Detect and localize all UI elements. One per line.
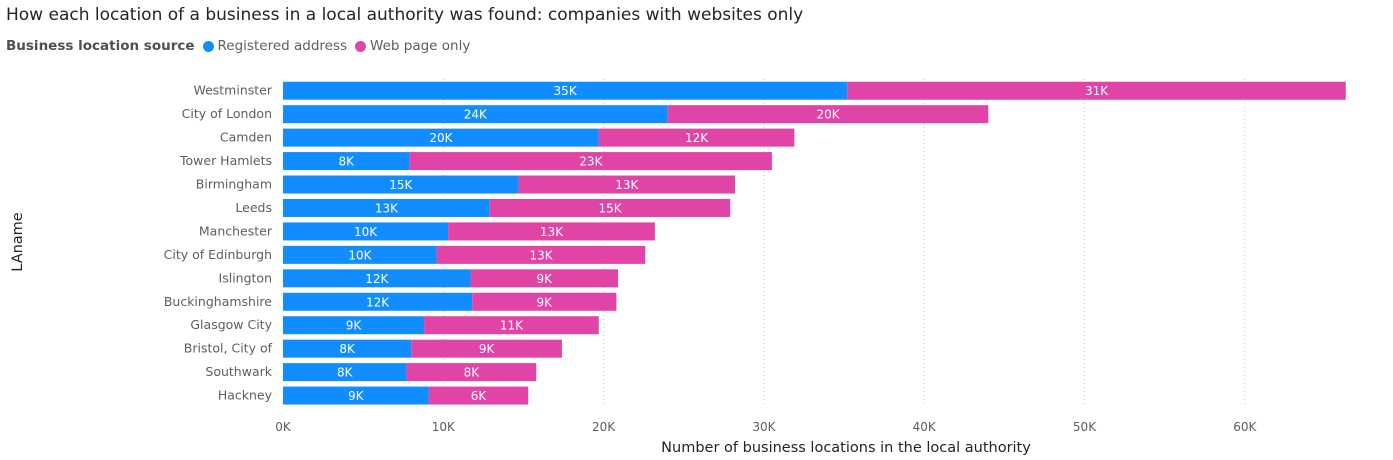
x-tick-label: 40K xyxy=(913,420,937,434)
data-label: 31K xyxy=(1085,84,1109,98)
bar-segment[interactable] xyxy=(667,105,989,124)
category-label: Tower Hamlets xyxy=(179,153,272,168)
data-label: 13K xyxy=(375,201,399,215)
data-label: 12K xyxy=(365,272,389,286)
bar-segment[interactable] xyxy=(409,152,772,171)
bar-segment[interactable] xyxy=(283,81,848,100)
bar-segment[interactable] xyxy=(283,363,407,382)
category-label: Westminster xyxy=(193,83,272,98)
bar-segment[interactable] xyxy=(283,198,490,217)
x-axis-title: Number of business locations in the loca… xyxy=(661,440,1031,456)
data-label: 6K xyxy=(471,389,488,403)
data-label: 23K xyxy=(579,155,603,169)
data-label: 9K xyxy=(346,319,363,333)
data-label: 10K xyxy=(354,225,378,239)
legend-item-web-page-only[interactable]: Web page only xyxy=(355,38,470,54)
bar-segment[interactable] xyxy=(283,222,449,241)
x-tick-label: 0K xyxy=(275,420,292,434)
data-label: 8K xyxy=(339,342,356,356)
bars: 35K 31K 24K 20K 20K 12K 8K 23K 15K 13K 13K 15K 10K 13… xyxy=(283,81,1346,405)
bar-segment[interactable] xyxy=(470,269,619,288)
category-label: City of London xyxy=(182,106,272,121)
bar-segment[interactable] xyxy=(283,105,668,124)
data-label: 15K xyxy=(389,178,413,192)
legend-label-registered-address: Registered address xyxy=(217,38,348,54)
category-label: Glasgow City xyxy=(190,317,272,332)
gridlines xyxy=(442,79,1246,408)
legend-dot-web-page-only xyxy=(355,40,367,52)
data-label: 9K xyxy=(479,342,496,356)
bar-segment[interactable] xyxy=(448,222,655,241)
legend-title: Business location source xyxy=(6,38,195,54)
bar-segment[interactable] xyxy=(598,128,795,147)
data-label: 20K xyxy=(429,131,453,145)
category-label: Manchester xyxy=(199,223,273,238)
data-label: 13K xyxy=(540,225,564,239)
y-axis-title: LAname xyxy=(10,212,26,272)
bar-segment[interactable] xyxy=(283,128,599,147)
bar-segment[interactable] xyxy=(411,339,562,358)
bar-segment[interactable] xyxy=(283,269,471,288)
x-tick-labels: 0K 10K 20K 30K 40K 50K 60K xyxy=(275,420,1257,434)
data-label: 9K xyxy=(348,389,365,403)
bar-segment[interactable] xyxy=(472,292,617,311)
category-labels: Westminster City of London Camden Tower Ham… xyxy=(164,83,273,403)
category-label: Birmingham xyxy=(196,177,272,192)
legend-dot-registered-address xyxy=(202,40,214,52)
bar-segment[interactable] xyxy=(283,316,425,335)
data-label: 8K xyxy=(339,155,356,169)
data-label: 13K xyxy=(530,248,554,262)
data-label: 12K xyxy=(366,295,390,309)
chart-title: How each location of a business in a loc… xyxy=(6,5,804,25)
bar-segment[interactable] xyxy=(283,339,412,358)
bar-segment[interactable] xyxy=(518,175,736,194)
data-label: 9K xyxy=(537,295,554,309)
bar-segment[interactable] xyxy=(489,198,731,217)
legend: Business location source Registered addr… xyxy=(6,38,478,54)
category-label: Hackney xyxy=(218,388,273,403)
category-label: Southwark xyxy=(205,364,272,379)
bar-segment[interactable] xyxy=(428,386,529,405)
x-tick-label: 20K xyxy=(592,420,616,434)
category-label: Leeds xyxy=(235,200,272,215)
data-label: 12K xyxy=(685,131,709,145)
bar-segment[interactable] xyxy=(424,316,599,335)
bar-segment[interactable] xyxy=(283,292,473,311)
category-label: Buckinghamshire xyxy=(164,294,272,309)
legend-label-web-page-only: Web page only xyxy=(370,38,471,54)
bar-segment[interactable] xyxy=(406,363,537,382)
bar-segment[interactable] xyxy=(283,175,519,194)
bar-segment[interactable] xyxy=(436,245,646,264)
bar-segment[interactable] xyxy=(283,386,429,405)
data-label: 10K xyxy=(348,248,372,262)
x-tick-label: 30K xyxy=(752,420,776,434)
data-label: 35K xyxy=(554,84,578,98)
data-label: 20K xyxy=(816,108,840,122)
data-label: 8K xyxy=(464,366,481,380)
data-label: 15K xyxy=(598,201,622,215)
bar-segment[interactable] xyxy=(283,152,410,171)
category-label: Bristol, City of xyxy=(184,341,273,356)
x-tick-label: 60K xyxy=(1233,420,1257,434)
category-label: City of Edinburgh xyxy=(164,247,272,262)
legend-item-registered-address[interactable]: Registered address xyxy=(202,38,348,54)
data-label: 8K xyxy=(337,366,354,380)
bar-segment[interactable] xyxy=(283,245,437,264)
data-label: 11K xyxy=(500,319,524,333)
category-label: Camden xyxy=(220,130,272,145)
data-label: 13K xyxy=(615,178,639,192)
category-label: Islington xyxy=(219,270,272,285)
x-tick-label: 50K xyxy=(1073,420,1097,434)
data-label: 9K xyxy=(537,272,554,286)
bar-segment[interactable] xyxy=(847,81,1346,100)
x-tick-label: 10K xyxy=(432,420,456,434)
data-label: 24K xyxy=(464,108,488,122)
